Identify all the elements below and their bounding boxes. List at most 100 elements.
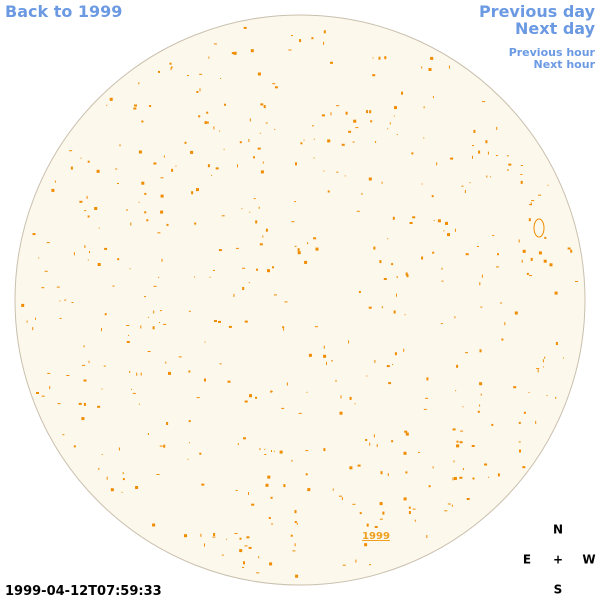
speckle <box>235 247 239 249</box>
speckle <box>186 75 189 77</box>
speckle <box>206 111 209 114</box>
speckle <box>294 510 297 514</box>
speckle <box>262 235 264 238</box>
speckle <box>465 253 469 256</box>
speckle <box>412 508 416 510</box>
speckle <box>161 258 163 262</box>
speckle <box>204 341 206 343</box>
speckle <box>141 181 145 185</box>
speckle <box>373 434 375 438</box>
speckle <box>430 56 434 60</box>
compass-east: E <box>523 553 531 567</box>
speckle <box>251 503 255 506</box>
compass-north: N <box>553 523 563 537</box>
speckle <box>256 268 258 271</box>
speckle <box>87 215 90 218</box>
speckle <box>437 219 441 223</box>
speckle <box>323 345 325 349</box>
speckle <box>135 486 139 489</box>
disk-label-link[interactable]: 1999 <box>362 531 390 542</box>
speckle <box>49 386 51 390</box>
speckle <box>158 276 160 278</box>
speckle <box>330 112 332 116</box>
previous-day-link[interactable]: Previous day <box>479 2 596 21</box>
speckle <box>249 211 251 213</box>
speckle <box>542 366 544 368</box>
speckle <box>104 313 107 316</box>
back-link[interactable]: Back to 1999 <box>5 2 122 21</box>
speckle <box>117 258 120 261</box>
speckle <box>472 155 473 159</box>
speckle <box>447 503 451 505</box>
speckle <box>144 296 146 298</box>
speckle <box>364 543 368 547</box>
speckle <box>308 353 312 357</box>
speckle <box>299 39 302 43</box>
speckle <box>136 372 138 376</box>
speckle <box>485 140 488 144</box>
speckle <box>130 222 132 226</box>
speckle <box>432 251 435 254</box>
speckle <box>140 325 142 329</box>
speckle <box>430 57 432 59</box>
speckle <box>79 200 83 203</box>
speckle <box>87 259 89 261</box>
speckle <box>436 162 438 166</box>
speckle <box>121 491 123 493</box>
speckle <box>110 488 114 492</box>
speckle <box>339 411 343 415</box>
previous-hour-link[interactable]: Previous hour <box>509 46 596 59</box>
speckle <box>117 183 119 184</box>
speckle <box>138 403 140 405</box>
speckle <box>36 392 39 394</box>
speckle <box>175 165 177 167</box>
next-day-link[interactable]: Next day <box>515 19 596 38</box>
speckle <box>283 484 286 488</box>
speckle <box>335 379 337 382</box>
speckle <box>521 259 523 263</box>
speckle <box>403 497 407 501</box>
speckle <box>448 65 450 69</box>
speckle <box>297 248 300 252</box>
speckle <box>196 188 199 192</box>
speckle <box>253 198 256 200</box>
speckle <box>451 504 453 507</box>
speckle <box>62 434 65 436</box>
speckle <box>56 286 60 288</box>
speckle <box>70 166 73 170</box>
speckle <box>191 191 194 195</box>
next-hour-link[interactable]: Next hour <box>534 58 596 71</box>
speckle <box>298 412 302 414</box>
speckle <box>404 430 408 433</box>
speckle <box>178 356 182 358</box>
speckle <box>132 392 136 394</box>
speckle <box>355 127 359 129</box>
speckle <box>115 168 118 170</box>
speckle <box>163 444 166 448</box>
speckle <box>480 393 482 396</box>
speckle <box>376 444 378 448</box>
speckle <box>160 210 164 214</box>
speckle <box>441 280 444 282</box>
speckle <box>204 121 207 125</box>
speckle <box>286 382 288 386</box>
speckle <box>327 139 331 143</box>
speckle <box>41 287 45 289</box>
speckle <box>404 314 406 316</box>
speckle <box>466 498 470 500</box>
speckle <box>375 141 377 143</box>
speckle <box>544 356 546 359</box>
speckle <box>393 310 396 314</box>
speckle <box>421 256 424 260</box>
speckle <box>519 449 521 453</box>
speckle <box>426 535 428 538</box>
speckle <box>248 139 250 142</box>
speckle <box>243 437 246 440</box>
speckle <box>342 564 346 566</box>
speckle <box>271 450 272 453</box>
speckle <box>462 468 464 471</box>
speckle <box>273 294 277 296</box>
speckle <box>184 141 187 144</box>
speckle <box>213 269 215 271</box>
speckle <box>138 201 140 203</box>
